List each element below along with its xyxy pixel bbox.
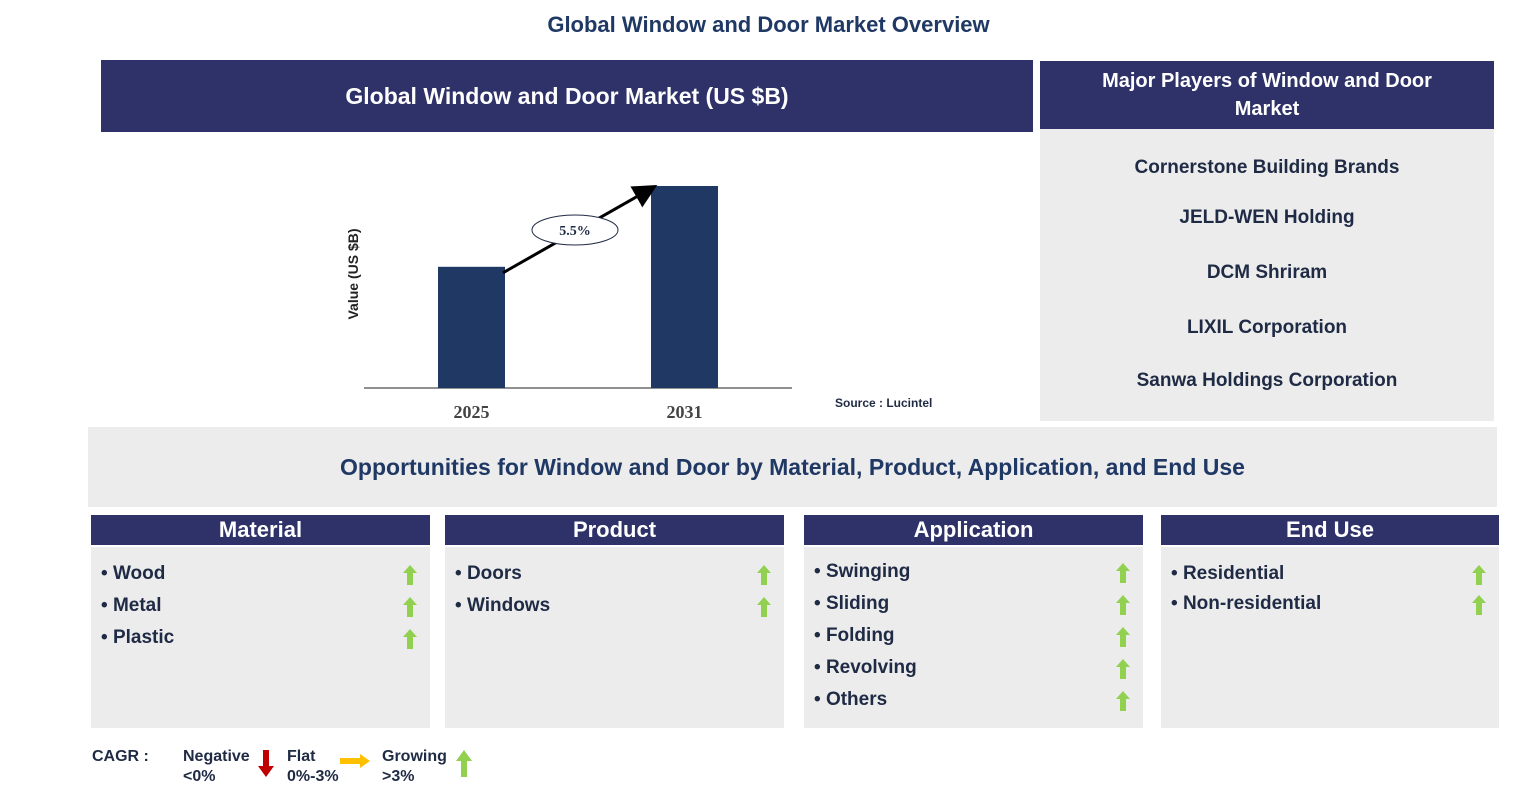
legend-label: CAGR : <box>92 748 149 765</box>
category-item-label: Folding <box>825 625 895 646</box>
chart-panel-title: Global Window and Door Market (US $B) <box>101 60 1033 132</box>
category-item-label: Wood <box>112 563 166 584</box>
category-box: • Doors • Windows <box>445 547 784 728</box>
category-item-label: Sliding <box>825 593 890 614</box>
bar-2025 <box>438 266 505 388</box>
player-item: DCM Shriram <box>1206 262 1328 283</box>
category-item: • Swinging <box>814 561 910 583</box>
growing-arrow-icon <box>403 597 417 617</box>
players-list: Cornerstone Building Brands JELD-WEN Hold… <box>1040 129 1494 421</box>
legend-flat: Flat 0%-3% <box>287 747 339 787</box>
category-header: Material <box>91 515 430 545</box>
category-item: • Windows <box>455 595 550 617</box>
growing-arrow-icon <box>403 565 417 585</box>
bullet: • <box>814 593 826 614</box>
category-item-label: Non-residential <box>1182 593 1322 614</box>
category-item: • Folding <box>814 625 895 647</box>
growing-arrow-icon <box>1116 595 1130 615</box>
growing-arrow-icon <box>1116 627 1130 647</box>
legend-negative-label: Negative <box>183 748 250 765</box>
bullet: • <box>101 563 113 584</box>
category-item: • Doors <box>455 563 522 585</box>
growing-arrow-icon <box>757 597 771 617</box>
category-box: • Swinging • Sliding • Folding • Revolving •… <box>804 547 1143 728</box>
category-item-label: Doors <box>466 563 522 584</box>
category-box: • Residential • Non-residential <box>1161 547 1499 728</box>
player-item: Sanwa Holdings Corporation <box>1136 370 1398 391</box>
category-item-label: Swinging <box>825 561 911 582</box>
cagr-label: 5.5% <box>559 224 591 239</box>
bullet: • <box>814 689 826 710</box>
category-item: • Others <box>814 689 887 711</box>
arrow-down-icon <box>258 750 274 777</box>
bullet: • <box>1171 593 1183 614</box>
growing-arrow-icon <box>1116 691 1130 711</box>
player-item: JELD-WEN Holding <box>1179 207 1355 228</box>
x-tick-label: 2025 <box>454 402 490 422</box>
category-header: Product <box>445 515 784 545</box>
category-item-label: Windows <box>466 595 551 616</box>
growing-arrow-icon <box>1472 565 1486 585</box>
growing-arrow-icon <box>403 629 417 649</box>
legend-negative-range: <0% <box>183 768 216 785</box>
bullet: • <box>101 595 113 616</box>
legend-flat-label: Flat <box>287 748 316 765</box>
category-item: • Sliding <box>814 593 889 615</box>
category-box: • Wood • Metal • Plastic <box>91 547 430 728</box>
category-header: Application <box>804 515 1143 545</box>
legend-growing-range: >3% <box>382 768 415 785</box>
category-item-label: Metal <box>112 595 162 616</box>
opportunities-title: Opportunities for Window and Door by Mat… <box>88 427 1497 507</box>
source-label: Source : Lucintel <box>835 396 932 410</box>
bullet: • <box>455 595 467 616</box>
player-item: LIXIL Corporation <box>1186 317 1348 338</box>
arrow-up-icon <box>456 750 472 777</box>
bar-2031 <box>651 186 718 388</box>
category-item-label: Revolving <box>825 657 917 678</box>
category-item: • Non-residential <box>1171 593 1321 615</box>
legend-growing-label: Growing <box>382 748 447 765</box>
growing-arrow-icon <box>757 565 771 585</box>
category-item: • Wood <box>101 563 165 585</box>
growing-arrow-icon <box>1116 563 1130 583</box>
growing-arrow-icon <box>1472 595 1486 615</box>
bar-chart: 2025 2031 Value (US $B) 5.5% Source : Lucint… <box>345 185 932 422</box>
player-item: Cornerstone Building Brands <box>1134 157 1400 178</box>
category-item-label: Residential <box>1182 563 1285 584</box>
category-item-label: Others <box>825 689 888 710</box>
category-header: End Use <box>1161 515 1499 545</box>
growing-arrow-icon <box>1116 659 1130 679</box>
bullet: • <box>1171 563 1183 584</box>
bullet: • <box>814 561 826 582</box>
bullet: • <box>455 563 467 584</box>
legend-flat-range: 0%-3% <box>287 768 339 785</box>
category-item: • Residential <box>1171 563 1284 585</box>
legend-growing: Growing >3% <box>382 747 447 787</box>
legend-negative: Negative <0% <box>183 747 250 787</box>
players-title: Major Players of Window and Door Market <box>1040 61 1494 129</box>
bullet: • <box>814 657 826 678</box>
category-item: • Revolving <box>814 657 917 679</box>
category-item-label: Plastic <box>112 627 175 648</box>
bullet: • <box>101 627 113 648</box>
category-item: • Metal <box>101 595 162 617</box>
arrow-right-icon <box>340 754 370 768</box>
x-tick-label: 2031 <box>667 402 703 422</box>
category-item: • Plastic <box>101 627 174 649</box>
y-axis-label: Value (US $B) <box>345 228 361 319</box>
cagr-ellipse <box>531 214 619 246</box>
bullet: • <box>814 625 826 646</box>
page-title: Global Window and Door Market Overview <box>547 12 990 37</box>
